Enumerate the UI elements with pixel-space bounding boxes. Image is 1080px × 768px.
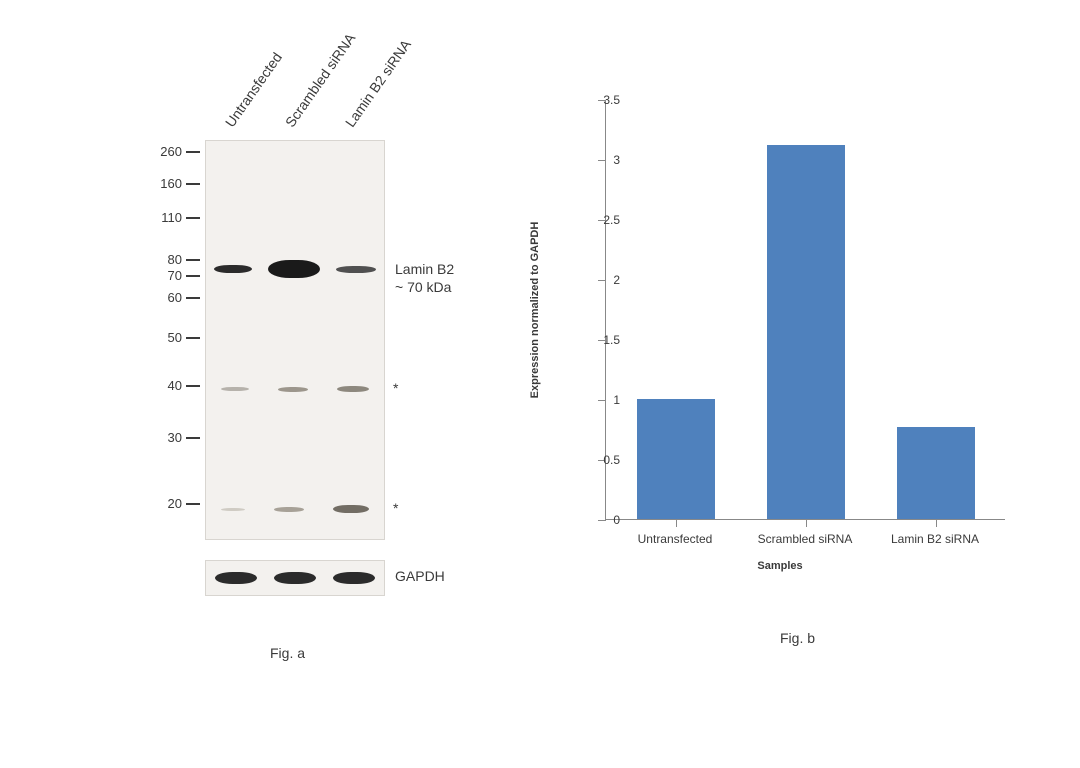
ladder-value: 110 xyxy=(150,210,182,225)
y-tick xyxy=(598,520,606,521)
nonspecific-band-asterisk: * xyxy=(393,380,398,396)
x-tick xyxy=(676,519,677,527)
ladder-dash xyxy=(186,217,200,219)
gapdh-blot-membrane xyxy=(205,560,385,596)
lamin-b2-label-line2: ~ 70 kDa xyxy=(395,279,451,295)
molecular-weight-ladder: 260 160 110 8070 60 50 40 30 20 xyxy=(150,140,200,540)
x-tick xyxy=(806,519,807,527)
ladder-value: 260 xyxy=(150,144,182,159)
ladder-tick: 20 xyxy=(150,496,200,511)
ladder-tick: 60 xyxy=(150,290,200,305)
nonspecific-band-asterisk: * xyxy=(393,500,398,516)
gapdh-band xyxy=(333,572,375,584)
gapdh-band xyxy=(274,572,316,584)
fig-b-caption: Fig. b xyxy=(780,630,815,646)
y-tick-label: 1 xyxy=(613,393,620,407)
blot-band xyxy=(333,505,369,513)
x-tick-label: Scrambled siRNA xyxy=(758,532,853,546)
ladder-dash xyxy=(186,259,200,261)
ladder-tick: 50 xyxy=(150,330,200,345)
band-row xyxy=(206,379,384,399)
ladder-dash xyxy=(186,503,200,505)
fig-a: UntransfectedScrambled siRNALamin B2 siR… xyxy=(150,50,470,660)
gapdh-label: GAPDH xyxy=(395,568,445,584)
ladder-tick: 80 xyxy=(150,252,200,267)
ladder-value: 160 xyxy=(150,176,182,191)
y-tick-label: 0.5 xyxy=(603,453,620,467)
ladder-tick: 40 xyxy=(150,378,200,393)
ladder-value: 20 xyxy=(150,496,182,511)
gapdh-band xyxy=(215,572,257,584)
band-row xyxy=(206,259,384,279)
ladder-tick: 160 xyxy=(150,176,200,191)
lane-label: Lamin B2 siRNA xyxy=(342,37,414,130)
y-tick-label: 2 xyxy=(613,273,620,287)
bar xyxy=(637,399,715,519)
lane-labels: UntransfectedScrambled siRNALamin B2 siR… xyxy=(205,50,425,130)
y-axis-title: Expression normalized to GAPDH xyxy=(529,222,541,399)
fig-a-caption: Fig. a xyxy=(270,645,305,661)
figure-page: { "fig_a": { "caption": "Fig. a", "lane_… xyxy=(0,0,1080,768)
ladder-dash xyxy=(186,297,200,299)
y-tick-label: 3.5 xyxy=(603,93,620,107)
y-tick-label: 3 xyxy=(613,153,620,167)
lane-label: Untransfected xyxy=(222,49,285,130)
y-tick-label: 2.5 xyxy=(603,213,620,227)
ladder-dash xyxy=(186,385,200,387)
ladder-tick: 260 xyxy=(150,144,200,159)
ladder-dash xyxy=(186,183,200,185)
ladder-value: 60 xyxy=(150,290,182,305)
ladder-dash xyxy=(186,437,200,439)
ladder-tick: 70 xyxy=(150,268,200,283)
ladder-value: 50 xyxy=(150,330,182,345)
main-blot-membrane xyxy=(205,140,385,540)
lamin-b2-annotation: Lamin B2 ~ 70 kDa xyxy=(395,260,454,296)
blot-band xyxy=(214,265,252,273)
x-tick-label: Lamin B2 siRNA xyxy=(891,532,979,546)
bar xyxy=(897,427,975,519)
blot-band xyxy=(268,260,320,278)
x-tick xyxy=(936,519,937,527)
ladder-tick: 110 xyxy=(150,210,200,225)
x-tick-label: Untransfected xyxy=(638,532,713,546)
ladder-value: 80 xyxy=(150,252,182,267)
band-row xyxy=(206,499,384,519)
y-tick-label: 0 xyxy=(613,513,620,527)
y-tick xyxy=(598,160,606,161)
blot-band xyxy=(221,508,245,511)
x-axis-title: Samples xyxy=(530,560,1030,572)
ladder-dash xyxy=(186,337,200,339)
blot-band xyxy=(278,387,308,392)
ladder-value: 40 xyxy=(150,378,182,393)
blot-band xyxy=(336,266,376,273)
y-tick-label: 1.5 xyxy=(603,333,620,347)
blot-band xyxy=(221,387,249,391)
blot-band xyxy=(337,386,369,392)
blot-band xyxy=(274,507,304,512)
ladder-value: 70 xyxy=(150,268,182,283)
fig-b: Expression normalized to GAPDH Samples F… xyxy=(530,80,1030,620)
y-tick xyxy=(598,280,606,281)
bar xyxy=(767,145,845,519)
ladder-dash xyxy=(186,275,200,277)
ladder-dash xyxy=(186,151,200,153)
chart-plot-area xyxy=(605,100,1005,520)
y-tick xyxy=(598,400,606,401)
ladder-tick: 30 xyxy=(150,430,200,445)
ladder-value: 30 xyxy=(150,430,182,445)
lamin-b2-label-line1: Lamin B2 xyxy=(395,261,454,277)
